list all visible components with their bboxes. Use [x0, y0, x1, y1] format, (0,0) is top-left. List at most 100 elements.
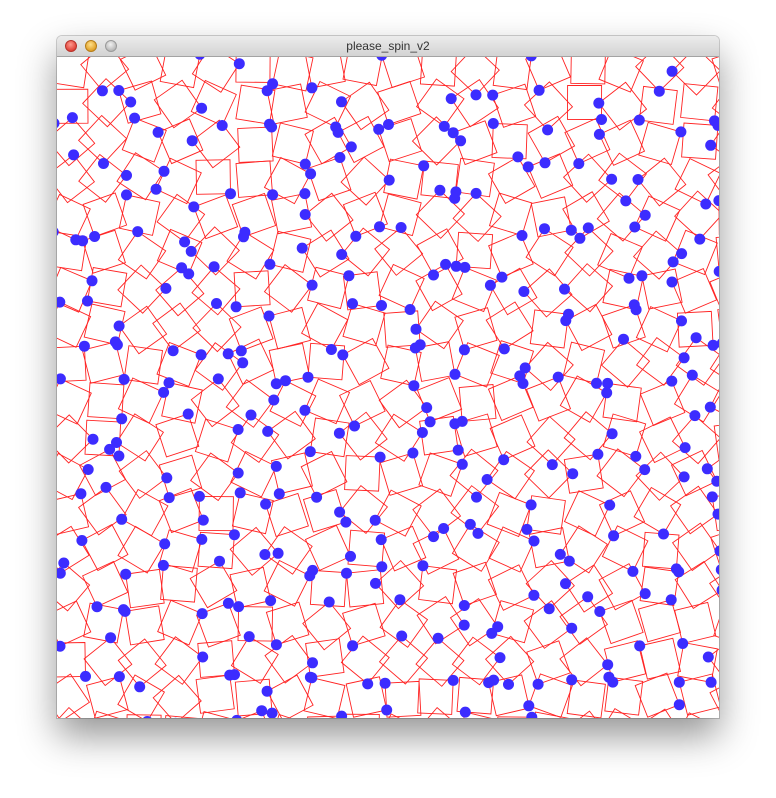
title-bar[interactable]: please_spin_v2 — [57, 36, 719, 57]
spin-dot — [376, 300, 387, 311]
spin-square — [566, 679, 606, 718]
spin-square — [57, 673, 91, 718]
spin-square — [190, 378, 240, 428]
spin-dot — [679, 442, 691, 454]
spin-dot — [432, 632, 444, 644]
spin-dot — [525, 499, 537, 511]
spin-dot — [158, 386, 170, 398]
spin-dot — [370, 577, 381, 589]
spin-square — [674, 158, 719, 205]
spin-dot — [57, 227, 59, 236]
spin-dot — [675, 126, 687, 138]
spin-square — [706, 459, 719, 486]
spin-square — [559, 375, 608, 423]
close-button[interactable] — [65, 40, 77, 52]
spin-square — [418, 452, 463, 497]
spin-dot — [232, 424, 244, 435]
spin-dot — [623, 272, 635, 284]
spin-square — [427, 706, 450, 718]
spin-square — [153, 79, 203, 129]
zoom-button[interactable] — [105, 40, 117, 52]
spin-square — [456, 676, 495, 715]
spin-square — [160, 564, 198, 603]
spin-dot — [539, 223, 550, 235]
spin-dot — [449, 368, 461, 380]
spin-square — [488, 526, 535, 573]
spin-square — [598, 57, 644, 93]
spin-dot — [225, 188, 236, 200]
spin-square — [194, 342, 244, 391]
square-layer — [57, 57, 719, 718]
spin-dot — [566, 622, 578, 634]
spin-square — [489, 414, 536, 461]
spin-dot — [299, 209, 311, 220]
spin-dot — [716, 585, 719, 595]
spin-square — [307, 266, 350, 310]
spin-dot — [158, 165, 170, 177]
sketch-canvas[interactable] — [57, 57, 719, 718]
spin-dot — [560, 578, 571, 590]
spin-dot — [712, 119, 719, 131]
minimize-button[interactable] — [85, 40, 97, 52]
spin-square — [235, 160, 274, 198]
spin-dot — [521, 523, 533, 535]
spin-dot — [262, 425, 274, 437]
spin-dot — [528, 589, 540, 601]
spin-dot — [111, 437, 122, 448]
spin-square — [487, 564, 535, 611]
spin-dot — [532, 678, 544, 690]
spin-dot — [228, 529, 240, 541]
spin-square — [191, 266, 241, 316]
spin-dot — [232, 467, 244, 479]
spin-square — [117, 230, 167, 280]
spin-dot — [711, 475, 719, 487]
spin-dot — [673, 566, 685, 578]
spin-square — [671, 414, 719, 465]
spin-dot — [160, 282, 172, 294]
spin-dot — [404, 304, 416, 315]
spin-dot — [150, 183, 162, 195]
spin-square — [116, 152, 165, 201]
spin-dot — [634, 640, 646, 652]
spin-square — [374, 489, 422, 537]
sketch-drawing — [57, 57, 719, 718]
spin-square — [341, 227, 391, 277]
spin-square — [86, 266, 128, 308]
spin-dot — [606, 428, 618, 440]
spin-dot — [270, 460, 282, 472]
spin-dot — [514, 370, 526, 382]
spin-dot — [563, 555, 575, 567]
spin-dot — [633, 114, 645, 126]
spin-square — [709, 277, 719, 306]
spin-dot — [450, 186, 462, 198]
spin-square — [412, 488, 462, 538]
spin-dot — [264, 258, 276, 270]
spin-square — [157, 118, 204, 165]
spin-dot — [208, 261, 220, 273]
spin-dot — [449, 418, 461, 430]
spin-dot — [456, 458, 468, 470]
spin-square — [671, 268, 718, 314]
spin-dot — [350, 230, 362, 242]
spin-square — [638, 121, 682, 166]
spin-square — [268, 306, 312, 350]
spin-dot — [259, 549, 271, 560]
spin-dot — [302, 371, 314, 383]
spin-square — [418, 565, 458, 605]
spin-square — [300, 450, 348, 498]
spin-square — [152, 674, 202, 718]
spin-dot — [306, 279, 318, 291]
spin-square — [57, 88, 89, 124]
spin-dot — [716, 338, 719, 348]
spin-dot — [233, 601, 245, 613]
spin-dot — [458, 619, 470, 631]
spin-square — [344, 455, 381, 492]
spin-square — [598, 490, 646, 537]
spin-dot — [596, 114, 607, 125]
spin-dot — [707, 339, 719, 351]
spin-dot — [438, 120, 450, 132]
spin-square — [527, 153, 574, 199]
spin-dot — [516, 230, 528, 241]
spin-dot — [481, 474, 493, 485]
spin-dot — [593, 97, 605, 109]
